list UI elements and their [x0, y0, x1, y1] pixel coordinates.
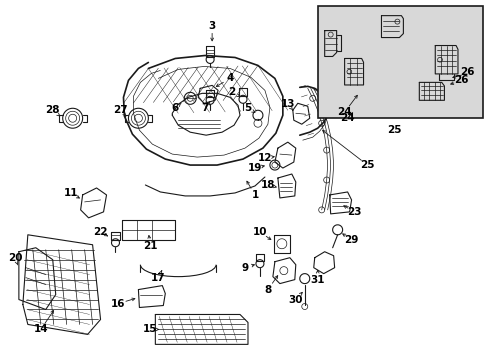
- Text: 31: 31: [310, 275, 325, 285]
- Text: 11: 11: [63, 188, 78, 198]
- Text: 19: 19: [247, 163, 262, 173]
- Text: 18: 18: [260, 180, 275, 190]
- Text: 2: 2: [228, 87, 235, 97]
- Text: 9: 9: [241, 263, 248, 273]
- Text: 23: 23: [346, 207, 361, 217]
- Text: 14: 14: [33, 324, 48, 334]
- Text: 29: 29: [344, 235, 358, 245]
- Text: 4: 4: [226, 73, 233, 84]
- Text: 12: 12: [257, 153, 272, 163]
- Text: 28: 28: [45, 105, 60, 115]
- Text: 1: 1: [251, 190, 258, 200]
- Text: 24: 24: [337, 107, 351, 117]
- Text: 21: 21: [143, 241, 157, 251]
- Text: 25: 25: [360, 160, 374, 170]
- Bar: [317, 6, 482, 118]
- Text: 25: 25: [386, 125, 401, 135]
- Text: 30: 30: [288, 294, 303, 305]
- Text: 16: 16: [111, 298, 125, 309]
- Text: 10: 10: [252, 227, 266, 237]
- Text: 22: 22: [93, 227, 107, 237]
- Text: 3: 3: [208, 21, 215, 31]
- Text: 5: 5: [244, 103, 251, 113]
- Text: 17: 17: [151, 273, 165, 283]
- Text: 24: 24: [340, 113, 354, 123]
- Text: 15: 15: [143, 324, 157, 334]
- Text: 26: 26: [459, 67, 473, 77]
- Text: 13: 13: [280, 99, 294, 109]
- Text: 20: 20: [8, 253, 22, 263]
- Text: 26: 26: [453, 75, 468, 85]
- Text: 8: 8: [264, 284, 271, 294]
- Text: 6: 6: [171, 103, 179, 113]
- Text: 27: 27: [113, 105, 127, 115]
- Text: 7: 7: [201, 103, 208, 113]
